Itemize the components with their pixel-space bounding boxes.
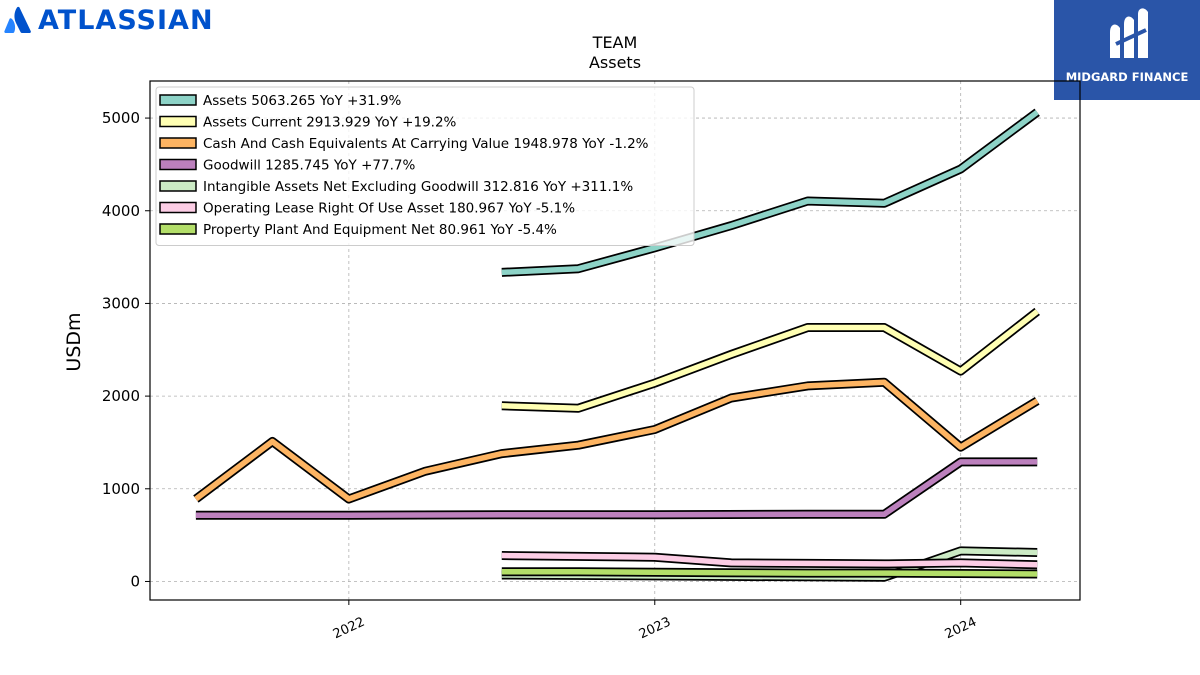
series-lines [193,108,1040,582]
x-tick-label: 2022 [331,615,367,643]
series-line [501,109,1039,276]
legend-swatch [159,115,197,128]
series-5 [501,551,1038,570]
y-tick-label: 3000 [102,294,140,312]
y-axis-label: USDm [63,312,85,371]
legend-label: Operating Lease Right Of Use Asset 180.9… [203,201,575,217]
midgard-mark-icon [1110,8,1148,58]
midgard-finance-logo: MIDGARD FINANCE [1054,0,1200,100]
y-tick-label: 0 [130,572,140,590]
series-0 [501,108,1040,277]
midgard-wordmark: MIDGARD FINANCE [1065,70,1189,84]
legend-swatch [159,180,197,192]
atlassian-wordmark: ATLASSIAN [38,4,214,36]
y-axis-ticks: 0 1000 2000 3000 4000 5000 [102,109,150,590]
x-axis-ticks: 2022 2023 2024 [331,600,979,642]
legend-item: Assets 5063.265 YoY +31.9% [159,93,402,109]
legend-label: Cash And Cash Equivalents At Carrying Va… [203,136,649,152]
series-3 [195,457,1038,520]
legend-swatch [159,223,197,235]
series-line [501,568,1038,577]
chart-title: TEAM [592,33,638,52]
legend-label: Intangible Assets Net Excluding Goodwill… [203,179,633,195]
legend-label: Assets 5063.265 YoY +31.9% [203,93,402,109]
series-line-outline [195,457,1038,520]
legend-label: Goodwill 1285.745 YoY +77.7% [203,158,415,174]
legend-label: Assets Current 2913.929 YoY +19.2% [203,115,457,131]
legend-item: Operating Lease Right Of Use Asset 180.9… [159,201,575,217]
chart-subtitle: Assets [589,53,641,72]
legend-box [155,86,695,246]
legend-label: Property Plant And Equipment Net 80.961 … [203,222,557,238]
legend: Assets 5063.265 YoY +31.9% Assets Current… [155,86,695,246]
y-tick-label: 2000 [102,387,140,405]
legend-swatch [159,94,197,106]
series-line [501,309,1039,411]
series-2 [193,377,1040,504]
series-line [194,379,1039,502]
legend-swatch [159,158,197,171]
atlassian-mark-icon [4,6,31,33]
y-tick-label: 5000 [102,109,140,127]
plot-frame [149,80,1081,601]
legend-item: Goodwill 1285.745 YoY +77.7% [159,158,415,174]
series-6 [501,567,1038,579]
legend-item: Property Plant And Equipment Net 80.961 … [159,222,557,238]
atlassian-logo: ATLASSIAN [4,4,214,36]
legend-item: Intangible Assets Net Excluding Goodwill… [159,179,633,195]
y-tick-label: 4000 [102,202,140,220]
series-1 [501,307,1040,413]
series-line [501,552,1038,568]
x-tick-label: 2023 [637,615,673,643]
legend-swatch [159,201,197,214]
x-tick-label: 2024 [943,615,979,643]
y-tick-label: 1000 [102,480,140,498]
legend-item: Assets Current 2913.929 YoY +19.2% [159,115,457,131]
series-line [195,459,1038,518]
legend-item: Cash And Cash Equivalents At Carrying Va… [159,136,649,152]
legend-swatch [159,137,197,149]
